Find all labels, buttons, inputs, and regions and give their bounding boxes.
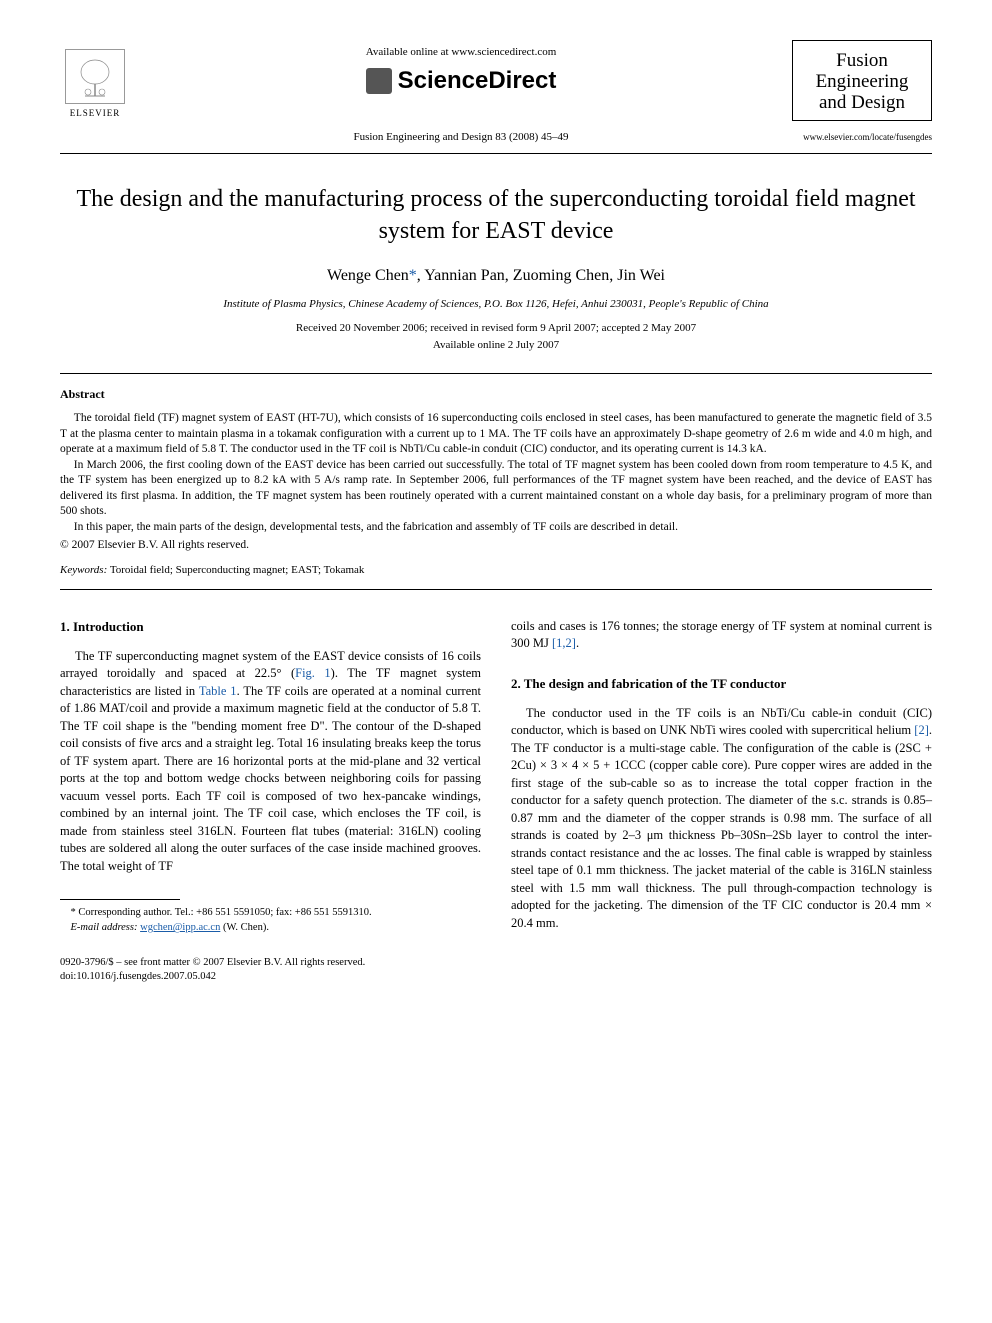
section-2-para: The conductor used in the TF coils is an… xyxy=(511,705,932,933)
affiliation: Institute of Plasma Physics, Chinese Aca… xyxy=(60,297,932,312)
body-columns: 1. Introduction The TF superconducting m… xyxy=(60,618,932,985)
footnote-rule xyxy=(60,899,180,900)
section-1-para: The TF superconducting magnet system of … xyxy=(60,648,481,876)
issn-line: 0920-3796/$ – see front matter © 2007 El… xyxy=(60,956,481,971)
corresponding-star-icon: * xyxy=(409,267,417,284)
journal-title-box: Fusion Engineering and Design xyxy=(792,40,932,121)
abstract-top-rule xyxy=(60,373,932,374)
journal-box-container: Fusion Engineering and Design www.elsevi… xyxy=(792,40,932,143)
abstract-copyright: © 2007 Elsevier B.V. All rights reserved… xyxy=(60,537,932,553)
sec2-text-b: . The TF conductor is a multi-stage cabl… xyxy=(511,723,932,930)
section-1-heading: 1. Introduction xyxy=(60,618,481,636)
email-footnote: E-mail address: wgchen@ipp.ac.cn (W. Che… xyxy=(60,921,481,936)
table-1-link[interactable]: Table 1 xyxy=(199,684,237,698)
journal-reference: Fusion Engineering and Design 83 (2008) … xyxy=(130,130,792,145)
keywords-label: Keywords: xyxy=(60,564,107,576)
authors-rest: , Yannian Pan, Zuoming Chen, Jin Wei xyxy=(417,267,665,284)
abstract-para-1: The toroidal field (TF) magnet system of… xyxy=(60,411,932,458)
available-date: Available online 2 July 2007 xyxy=(60,338,932,353)
ref-1-2-link[interactable]: [1,2] xyxy=(552,636,576,650)
journal-name-line2: Engineering xyxy=(801,72,923,93)
ref-2-link[interactable]: [2] xyxy=(914,723,929,737)
page-header: ELSEVIER Available online at www.science… xyxy=(60,40,932,145)
article-title: The design and the manufacturing process… xyxy=(60,184,932,246)
footer: 0920-3796/$ – see front matter © 2007 El… xyxy=(60,956,481,985)
col2-text-b: . xyxy=(576,636,579,650)
elsevier-tree-icon xyxy=(65,49,125,104)
sciencedirect-text: ScienceDirect xyxy=(398,64,557,98)
sciencedirect-icon xyxy=(366,68,392,94)
fig-1-link[interactable]: Fig. 1 xyxy=(295,666,331,680)
sec2-text-a: The conductor used in the TF coils is an… xyxy=(511,706,932,738)
header-divider xyxy=(60,153,932,154)
abstract-body: The toroidal field (TF) magnet system of… xyxy=(60,411,932,535)
journal-name-line1: Fusion xyxy=(801,51,923,72)
section-2-heading: 2. The design and fabrication of the TF … xyxy=(511,675,932,693)
available-online-text: Available online at www.sciencedirect.co… xyxy=(130,45,792,60)
email-label: E-mail address: xyxy=(71,922,138,933)
abstract-para-3: In this paper, the main parts of the des… xyxy=(60,520,932,536)
corresponding-footnote: * Corresponding author. Tel.: +86 551 55… xyxy=(60,906,481,921)
sec1-text-c: . The TF coils are operated at a nominal… xyxy=(60,684,481,873)
abstract-para-2: In March 2006, the first cooling down of… xyxy=(60,458,932,520)
doi-line: doi:10.1016/j.fusengdes.2007.05.042 xyxy=(60,970,481,985)
abstract-heading: Abstract xyxy=(60,386,932,403)
author-primary: Wenge Chen xyxy=(327,267,409,284)
column-left: 1. Introduction The TF superconducting m… xyxy=(60,618,481,985)
received-dates: Received 20 November 2006; received in r… xyxy=(60,321,932,336)
center-header: Available online at www.sciencedirect.co… xyxy=(130,40,792,145)
journal-url: www.elsevier.com/locate/fusengdes xyxy=(792,131,932,144)
journal-name-line3: and Design xyxy=(801,93,923,114)
elsevier-label: ELSEVIER xyxy=(70,107,121,120)
email-link[interactable]: wgchen@ipp.ac.cn xyxy=(140,922,220,933)
keywords-text: Toroidal field; Superconducting magnet; … xyxy=(107,564,364,576)
elsevier-logo: ELSEVIER xyxy=(60,40,130,120)
col2-continuation: coils and cases is 176 tonnes; the stora… xyxy=(511,618,932,653)
abstract-bottom-rule xyxy=(60,589,932,590)
authors: Wenge Chen*, Yannian Pan, Zuoming Chen, … xyxy=(60,265,932,287)
sciencedirect-logo: ScienceDirect xyxy=(366,64,557,98)
keywords-line: Keywords: Toroidal field; Superconductin… xyxy=(60,563,932,578)
column-right: coils and cases is 176 tonnes; the stora… xyxy=(511,618,932,985)
email-suffix: (W. Chen). xyxy=(220,922,269,933)
